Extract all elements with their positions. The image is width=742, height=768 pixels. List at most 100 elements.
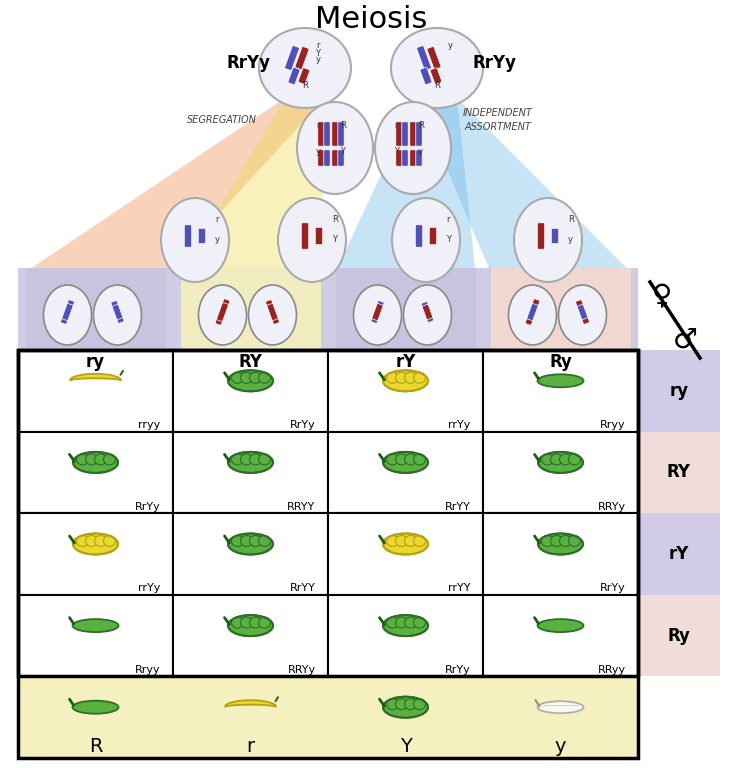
Ellipse shape xyxy=(383,534,428,554)
FancyBboxPatch shape xyxy=(18,513,173,594)
FancyBboxPatch shape xyxy=(173,594,328,677)
Text: rY: rY xyxy=(395,353,416,371)
Text: r: r xyxy=(446,215,450,224)
Text: R: R xyxy=(89,737,102,756)
Text: Ry: Ry xyxy=(549,353,572,371)
Ellipse shape xyxy=(537,619,583,632)
FancyBboxPatch shape xyxy=(427,47,441,69)
FancyBboxPatch shape xyxy=(395,150,402,166)
Text: ♂: ♂ xyxy=(672,326,697,354)
Ellipse shape xyxy=(278,198,346,282)
FancyBboxPatch shape xyxy=(335,268,476,372)
Ellipse shape xyxy=(395,372,407,383)
Text: R: R xyxy=(434,81,440,91)
Ellipse shape xyxy=(249,617,261,628)
Ellipse shape xyxy=(538,534,583,554)
Ellipse shape xyxy=(232,535,243,547)
Ellipse shape xyxy=(404,454,416,465)
Ellipse shape xyxy=(413,454,425,465)
Ellipse shape xyxy=(413,535,425,547)
Ellipse shape xyxy=(232,372,243,383)
Text: R: R xyxy=(568,215,574,224)
Polygon shape xyxy=(180,98,325,272)
FancyBboxPatch shape xyxy=(62,303,73,320)
Ellipse shape xyxy=(413,372,425,383)
FancyBboxPatch shape xyxy=(402,122,408,146)
Ellipse shape xyxy=(240,372,252,383)
FancyBboxPatch shape xyxy=(430,227,437,245)
FancyBboxPatch shape xyxy=(328,513,483,594)
Ellipse shape xyxy=(392,198,460,282)
Text: y: y xyxy=(215,235,220,244)
FancyBboxPatch shape xyxy=(638,594,720,677)
Text: Y: Y xyxy=(446,235,451,244)
Ellipse shape xyxy=(258,454,271,465)
Text: r: r xyxy=(316,41,320,51)
Ellipse shape xyxy=(537,374,583,387)
FancyBboxPatch shape xyxy=(112,304,122,319)
Ellipse shape xyxy=(73,534,118,554)
FancyBboxPatch shape xyxy=(217,303,229,322)
Text: ry: ry xyxy=(86,353,105,371)
Text: y: y xyxy=(418,147,423,156)
Ellipse shape xyxy=(568,535,580,547)
Ellipse shape xyxy=(559,285,606,345)
Ellipse shape xyxy=(375,102,451,194)
Ellipse shape xyxy=(259,28,351,108)
FancyBboxPatch shape xyxy=(421,302,433,323)
Ellipse shape xyxy=(559,535,571,547)
Ellipse shape xyxy=(537,701,583,713)
Ellipse shape xyxy=(228,370,273,392)
Ellipse shape xyxy=(508,285,556,345)
Text: INDEPENDENT
ASSORTMENT: INDEPENDENT ASSORTMENT xyxy=(463,108,533,131)
Ellipse shape xyxy=(44,285,91,345)
Text: Rryy: Rryy xyxy=(600,420,626,430)
Ellipse shape xyxy=(353,285,401,345)
Text: RrYy: RrYy xyxy=(290,420,315,430)
Polygon shape xyxy=(25,98,325,272)
Ellipse shape xyxy=(228,452,273,473)
Ellipse shape xyxy=(93,285,142,345)
Ellipse shape xyxy=(103,454,116,465)
Ellipse shape xyxy=(258,617,271,628)
Text: Y: Y xyxy=(315,48,321,58)
FancyBboxPatch shape xyxy=(483,513,638,594)
Polygon shape xyxy=(417,98,631,272)
Text: R: R xyxy=(340,121,346,130)
FancyBboxPatch shape xyxy=(416,225,423,247)
Text: R: R xyxy=(418,121,424,130)
FancyBboxPatch shape xyxy=(338,122,344,146)
FancyBboxPatch shape xyxy=(266,300,280,324)
FancyBboxPatch shape xyxy=(527,303,538,320)
Text: rrYy: rrYy xyxy=(138,583,160,593)
Text: rrYy: rrYy xyxy=(448,420,470,430)
FancyBboxPatch shape xyxy=(318,122,324,146)
Ellipse shape xyxy=(559,454,571,465)
Text: Y: Y xyxy=(340,147,345,156)
Ellipse shape xyxy=(232,454,243,465)
Ellipse shape xyxy=(542,454,554,465)
FancyBboxPatch shape xyxy=(298,68,310,84)
Ellipse shape xyxy=(413,617,425,628)
Ellipse shape xyxy=(199,285,246,345)
Text: SEGREGATION: SEGREGATION xyxy=(187,115,257,125)
Ellipse shape xyxy=(391,28,483,108)
Text: r: r xyxy=(246,737,255,756)
FancyBboxPatch shape xyxy=(301,223,309,249)
Text: RRYY: RRYY xyxy=(287,502,315,511)
Ellipse shape xyxy=(395,617,407,628)
FancyBboxPatch shape xyxy=(372,303,383,320)
Ellipse shape xyxy=(249,454,261,465)
Ellipse shape xyxy=(404,285,451,345)
FancyBboxPatch shape xyxy=(318,150,324,166)
Ellipse shape xyxy=(404,535,416,547)
FancyBboxPatch shape xyxy=(416,150,422,166)
Ellipse shape xyxy=(568,454,580,465)
Text: Ry: Ry xyxy=(668,627,691,644)
Ellipse shape xyxy=(240,454,252,465)
Ellipse shape xyxy=(404,372,416,383)
Ellipse shape xyxy=(73,452,118,473)
Ellipse shape xyxy=(395,699,407,710)
Text: Y: Y xyxy=(399,737,411,756)
Text: r: r xyxy=(394,121,398,130)
